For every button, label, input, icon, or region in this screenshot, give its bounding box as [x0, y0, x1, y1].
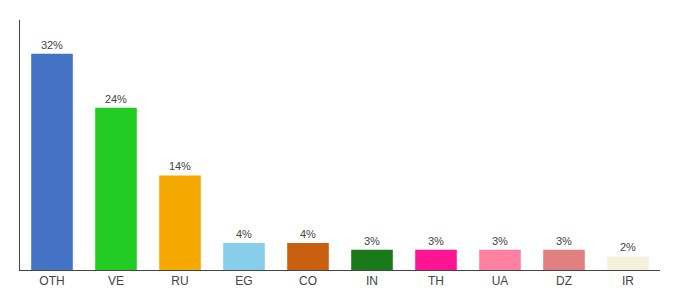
- svg-text:DZ: DZ: [556, 274, 572, 288]
- svg-text:3%: 3%: [492, 235, 508, 247]
- svg-text:TH: TH: [428, 274, 444, 288]
- svg-text:24%: 24%: [105, 93, 127, 105]
- svg-text:OTH: OTH: [39, 274, 64, 288]
- svg-text:4%: 4%: [236, 228, 252, 240]
- svg-text:32%: 32%: [41, 39, 63, 51]
- svg-text:4%: 4%: [300, 228, 316, 240]
- svg-text:EG: EG: [235, 274, 252, 288]
- svg-text:3%: 3%: [364, 235, 380, 247]
- svg-text:UA: UA: [492, 274, 509, 288]
- svg-text:VE: VE: [108, 274, 124, 288]
- svg-text:14%: 14%: [169, 160, 191, 172]
- svg-text:RU: RU: [171, 274, 188, 288]
- svg-text:CO: CO: [299, 274, 317, 288]
- svg-text:3%: 3%: [556, 235, 572, 247]
- svg-text:IR: IR: [622, 274, 634, 288]
- svg-text:3%: 3%: [428, 235, 444, 247]
- svg-text:2%: 2%: [620, 241, 636, 253]
- svg-text:IN: IN: [366, 274, 378, 288]
